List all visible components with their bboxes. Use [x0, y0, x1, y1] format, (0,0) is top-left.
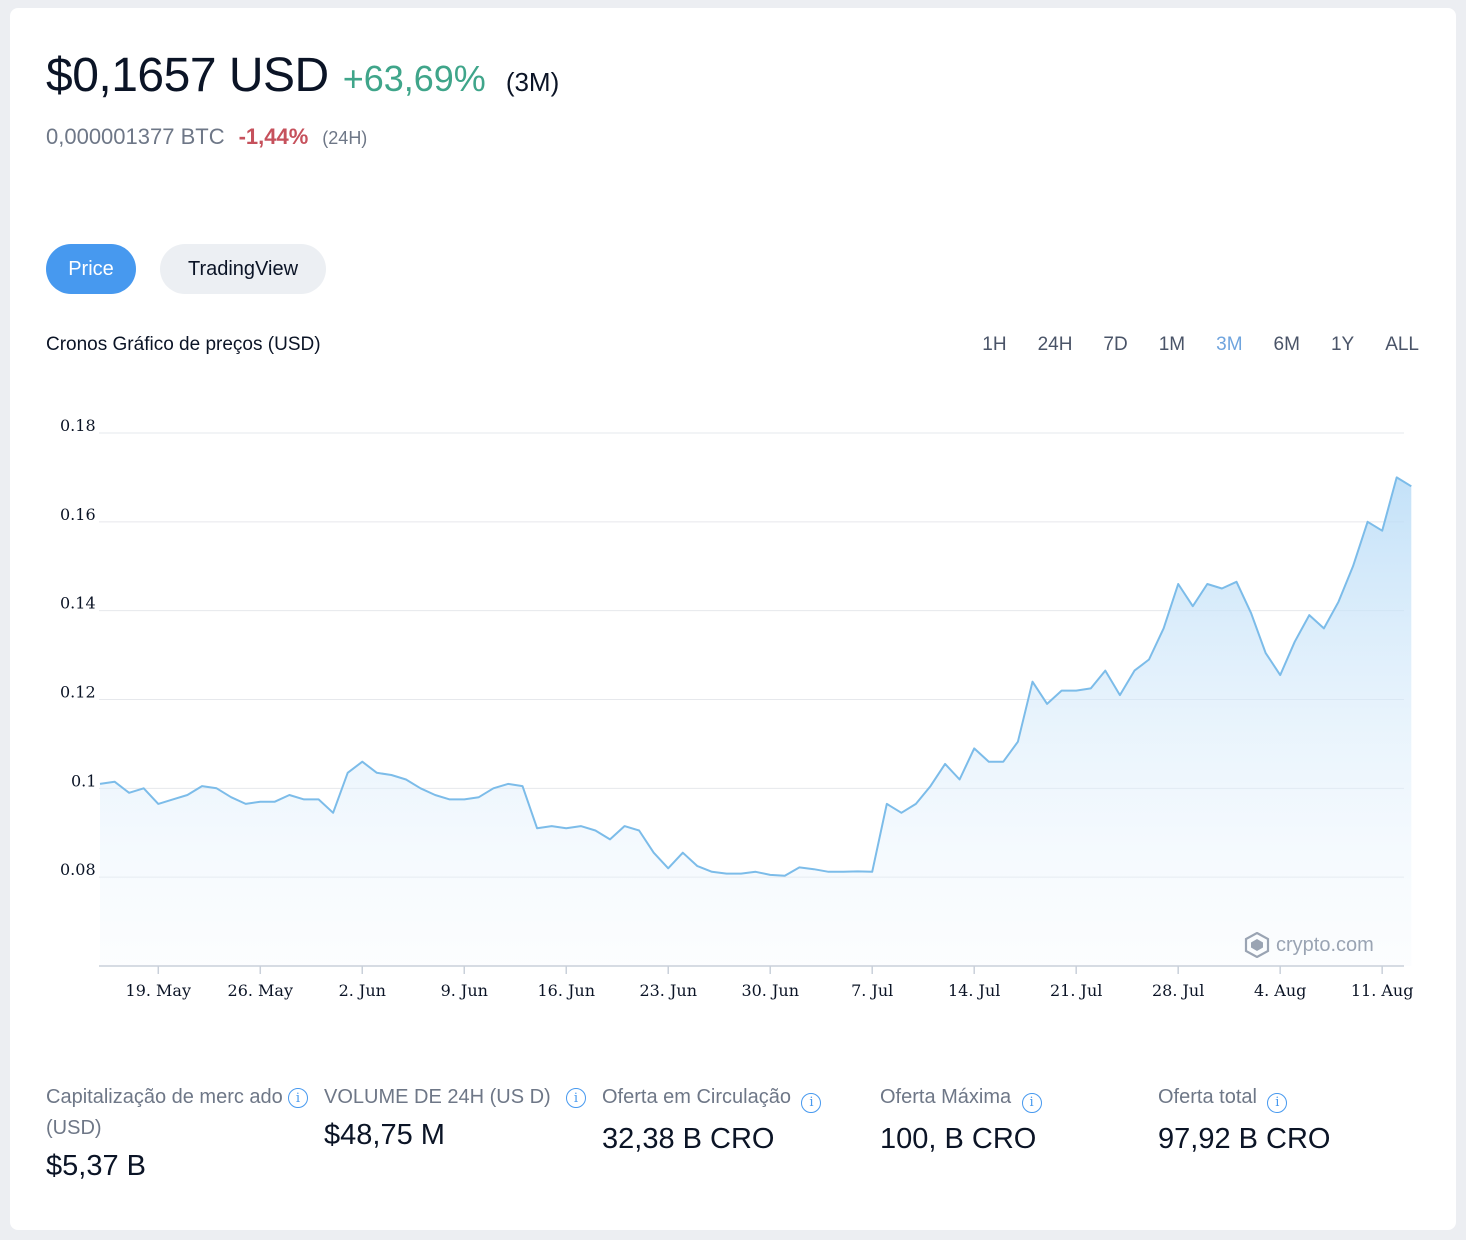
x-tick-label: 26. May [228, 981, 294, 1000]
x-tick-label: 28. Jul [1152, 981, 1204, 1000]
price-area [100, 477, 1412, 966]
y-tick-label: 0.12 [60, 683, 96, 702]
stat-value: $5,37 B [46, 1150, 146, 1182]
tab-tradingview[interactable]: TradingView [160, 244, 326, 294]
btc-price-change: -1,44% [238, 124, 309, 149]
x-tick-label: 9. Jun [441, 981, 488, 1000]
tab-price[interactable]: Price [46, 244, 136, 294]
range-7d[interactable]: 7D [1103, 334, 1128, 355]
range-1h[interactable]: 1H [982, 334, 1007, 355]
btc-price: 0,000001377 BTC [46, 124, 225, 149]
range-3m[interactable]: 3M [1216, 334, 1243, 355]
price-line [99, 476, 1412, 877]
info-icon[interactable]: i [801, 1092, 822, 1113]
price-chart[interactable]: 0.08 0.1 0.12 0.14 0.16 0.18 19. May 26. May 2. … [10, 8, 1456, 1028]
x-tick-label: 23. Jun [639, 981, 697, 1000]
x-tick-label: 2. Jun [339, 981, 386, 1000]
stat-label: Oferta total [1158, 1086, 1257, 1108]
x-tick-label: 14. Jul [948, 981, 1000, 1000]
watermark-text: crypto.com [1276, 933, 1374, 956]
y-tick-label: 0.1 [71, 771, 96, 790]
info-icon[interactable]: i [1021, 1092, 1042, 1113]
stat-value: 100, B CRO [880, 1123, 1037, 1155]
btc-change-period: (24H) [322, 128, 368, 148]
x-tick-label: 19. May [126, 981, 192, 1000]
market-stats: Capitalização de merc ado (USD) i $5,37 … [46, 1082, 1436, 1183]
stat-value: 32,38 B CRO [602, 1123, 775, 1155]
stat-circulating-supply: Oferta em Circulação i 32,38 B CRO [602, 1082, 880, 1183]
info-icon[interactable]: i [1267, 1092, 1288, 1113]
price-header: $0,1657 USD +63,69% (3M) [46, 48, 559, 103]
x-tick-label: 16. Jun [537, 981, 595, 1000]
stat-value: $48,75 M [324, 1119, 445, 1151]
usd-price: $0,1657 USD [46, 49, 329, 102]
price-chart-container: 0.08 0.1 0.12 0.14 0.16 0.18 19. May 26. May 2. … [10, 8, 1456, 1028]
price-card: $0,1657 USD +63,69% (3M) 0,000001377 BTC… [10, 8, 1456, 1230]
stat-label: Capitalização de merc ado (USD) [46, 1086, 283, 1139]
range-all[interactable]: ALL [1385, 334, 1419, 355]
chart-tabs: Price TradingView [46, 244, 326, 294]
stat-label: Oferta em Circulação [602, 1086, 791, 1108]
y-tick-label: 0.08 [60, 860, 96, 879]
range-24h[interactable]: 24H [1037, 334, 1073, 355]
stat-label: Oferta Máxima [880, 1086, 1012, 1108]
info-icon[interactable]: i [288, 1088, 308, 1108]
y-tick-label: 0.14 [60, 594, 96, 613]
usd-change-period: (3M) [505, 67, 560, 97]
x-tick-label: 21. Jul [1050, 981, 1102, 1000]
y-tick-label: 0.16 [60, 505, 96, 524]
y-tick-label: 0.18 [60, 416, 96, 435]
x-tick-label: 11. Aug [1351, 981, 1414, 1000]
range-1m[interactable]: 1M [1158, 334, 1186, 355]
time-range-selector: 1H 24H 7D 1M 3M 6M 1Y ALL [951, 334, 1419, 356]
stat-max-supply: Oferta Máxima i 100, B CRO [880, 1082, 1158, 1183]
stat-value: 97,92 B CRO [1158, 1123, 1331, 1155]
stat-label: VOLUME DE 24H (US D) [324, 1086, 551, 1108]
chart-title: Cronos Gráfico de preços (USD) [46, 334, 321, 355]
x-tick-label: 7. Jul [851, 981, 893, 1000]
x-tick-label: 30. Jun [741, 981, 799, 1000]
crypto-com-watermark: crypto.com [1244, 932, 1374, 958]
range-6m[interactable]: 6M [1273, 334, 1300, 355]
stat-volume-24h: VOLUME DE 24H (US D) i $48,75 M [324, 1082, 602, 1183]
x-tick-label: 4. Aug [1254, 981, 1306, 1000]
info-icon[interactable]: i [566, 1088, 586, 1108]
stat-market-cap: Capitalização de merc ado (USD) i $5,37 … [46, 1082, 324, 1183]
crypto-com-logo-icon [1244, 932, 1270, 958]
usd-price-change: +63,69% [342, 58, 486, 99]
btc-price-row: 0,000001377 BTC -1,44% (24H) [46, 124, 367, 150]
stat-total-supply: Oferta total i 97,92 B CRO [1158, 1082, 1436, 1183]
range-1y[interactable]: 1Y [1330, 334, 1355, 355]
